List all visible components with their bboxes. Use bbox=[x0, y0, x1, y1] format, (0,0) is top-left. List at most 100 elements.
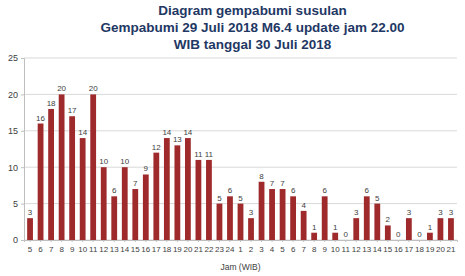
x-tick-label: 22 bbox=[204, 245, 213, 254]
x-tick-label: 15 bbox=[131, 245, 140, 254]
x-tick-label: 23 bbox=[215, 245, 224, 254]
bar bbox=[90, 94, 96, 240]
data-label: 8 bbox=[259, 172, 264, 181]
data-label: 1 bbox=[333, 223, 338, 232]
x-tick-mark bbox=[124, 240, 125, 242]
x-tick-mark bbox=[72, 240, 73, 242]
x-tick-label: 20 bbox=[183, 245, 192, 254]
bar bbox=[164, 138, 170, 240]
x-tick-label: 5 bbox=[28, 245, 33, 254]
x-tick-mark bbox=[114, 240, 115, 242]
y-tick-label: 0 bbox=[13, 235, 18, 245]
x-tick: 6 bbox=[38, 240, 43, 254]
bar bbox=[132, 189, 138, 240]
x-tick: 16 bbox=[141, 240, 150, 254]
bar bbox=[427, 233, 433, 240]
x-tick: 15 bbox=[383, 240, 392, 254]
data-label: 17 bbox=[68, 106, 77, 115]
y-tick-mark bbox=[21, 94, 24, 95]
x-tick-label: 15 bbox=[383, 245, 392, 254]
x-tick-label: 17 bbox=[152, 245, 161, 254]
y-tick: 5 bbox=[13, 199, 24, 209]
data-label: 18 bbox=[47, 99, 56, 108]
data-label: 10 bbox=[99, 157, 108, 166]
x-tick: 19 bbox=[173, 240, 182, 254]
x-tick-label: 21 bbox=[446, 245, 455, 254]
x-tick-label: 11 bbox=[89, 245, 98, 254]
x-tick: 8 bbox=[59, 240, 64, 254]
data-label: 4 bbox=[301, 201, 306, 210]
x-tick-mark bbox=[177, 240, 178, 242]
data-label: 5 bbox=[375, 194, 380, 203]
grid-line bbox=[24, 94, 457, 95]
x-tick-label: 24 bbox=[226, 245, 235, 254]
x-tick-mark bbox=[314, 240, 315, 242]
x-tick: 3 bbox=[259, 240, 264, 254]
bar bbox=[27, 218, 33, 240]
grid-line bbox=[24, 167, 457, 168]
x-tick-mark bbox=[208, 240, 209, 242]
x-tick-mark bbox=[30, 240, 31, 242]
x-tick: 12 bbox=[99, 240, 108, 254]
x-tick-label: 21 bbox=[194, 245, 203, 254]
bar bbox=[122, 167, 128, 240]
x-tick-label: 17 bbox=[404, 245, 413, 254]
x-tick-mark bbox=[145, 240, 146, 242]
y-tick: 15 bbox=[8, 126, 24, 136]
data-label: 13 bbox=[173, 135, 182, 144]
x-tick-label: 12 bbox=[99, 245, 108, 254]
x-tick-mark bbox=[293, 240, 294, 242]
data-label: 20 bbox=[57, 84, 66, 93]
bar bbox=[301, 211, 307, 240]
data-label: 1 bbox=[312, 223, 317, 232]
data-label: 1 bbox=[428, 223, 433, 232]
bar bbox=[185, 138, 191, 240]
x-tick: 22 bbox=[204, 240, 213, 254]
x-tick: 4 bbox=[270, 240, 275, 254]
x-tick-mark bbox=[450, 240, 451, 242]
x-tick-mark bbox=[429, 240, 430, 242]
bar bbox=[217, 204, 223, 240]
x-tick-label: 19 bbox=[173, 245, 182, 254]
x-tick: 1 bbox=[238, 240, 243, 254]
x-tick-mark bbox=[51, 240, 52, 242]
x-tick: 19 bbox=[425, 240, 434, 254]
bar bbox=[364, 196, 370, 240]
y-tick-mark bbox=[21, 167, 24, 168]
x-tick-mark bbox=[398, 240, 399, 242]
y-tick-mark bbox=[21, 58, 24, 59]
title-line: WIB tanggal 30 Juli 2018 bbox=[174, 37, 332, 52]
grid bbox=[24, 58, 457, 240]
x-tick: 20 bbox=[436, 240, 445, 254]
bar bbox=[48, 109, 54, 240]
x-tick-label: 5 bbox=[280, 245, 285, 254]
x-tick-mark bbox=[229, 240, 230, 242]
x-tick: 9 bbox=[322, 240, 327, 254]
x-tick-label: 14 bbox=[120, 245, 129, 254]
data-label: 2 bbox=[386, 215, 391, 224]
data-label: 3 bbox=[449, 208, 454, 217]
bar bbox=[248, 218, 254, 240]
title-line: Gempabumi 29 Juli 2018 M6.4 update jam 2… bbox=[101, 20, 405, 35]
bar bbox=[269, 189, 275, 240]
x-tick-label: 20 bbox=[436, 245, 445, 254]
data-label: 3 bbox=[249, 208, 254, 217]
data-label: 6 bbox=[322, 186, 327, 195]
bar bbox=[196, 160, 202, 240]
x-tick-label: 6 bbox=[291, 245, 296, 254]
bar bbox=[416, 240, 422, 241]
bar bbox=[343, 240, 349, 241]
bars bbox=[27, 94, 454, 240]
x-tick: 7 bbox=[301, 240, 306, 254]
x-tick-mark bbox=[135, 240, 136, 242]
bar bbox=[259, 182, 265, 240]
x-tick-label: 3 bbox=[259, 245, 264, 254]
x-tick: 17 bbox=[404, 240, 413, 254]
data-label: 0 bbox=[396, 230, 401, 239]
bar bbox=[101, 167, 107, 240]
data-label: 6 bbox=[291, 186, 296, 195]
bar bbox=[227, 196, 233, 240]
x-tick-mark bbox=[303, 240, 304, 242]
x-tick: 2 bbox=[249, 240, 254, 254]
x-tick-mark bbox=[419, 240, 420, 242]
